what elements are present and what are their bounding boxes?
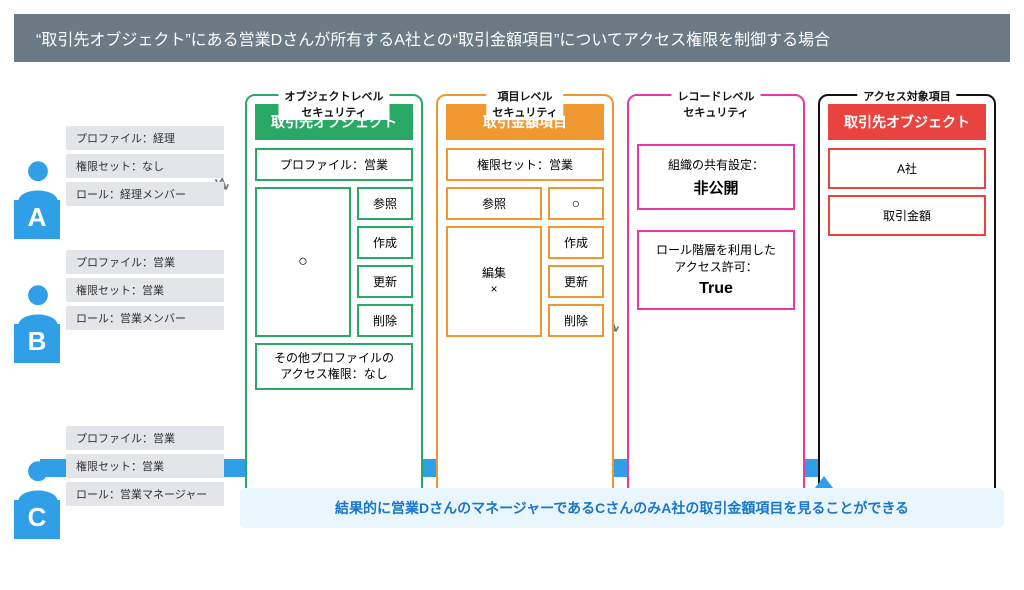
person-icon (14, 426, 62, 502)
col-record-level: レコードレベルセキュリティ 組織の共有設定： 非公開 ロール階層を利用した アク… (627, 94, 805, 510)
box-permset-sales: 権限セット：営業 (446, 148, 604, 181)
org-sharing-label: 組織の共有設定： (645, 156, 787, 173)
box-role-hierarchy: ロール階層を利用した アクセス許可： True (637, 230, 795, 310)
user-attr-row: ロール：営業マネージャー (66, 482, 224, 506)
page-header: “取引先オブジェクト”にある営業Dさんが所有するA社との“取引金額項目”について… (14, 14, 1010, 62)
person-icon (14, 250, 62, 326)
pill-target: 取引先オブジェクト (828, 104, 986, 140)
footer-conclusion: 結果的に営業DさんのマネージャーであるCさんのみA社の取引金額項目を見ることがで… (240, 488, 1004, 528)
org-sharing-value: 非公開 (645, 177, 787, 198)
user-letter: A (14, 200, 60, 239)
role-hier-label: ロール階層を利用した アクセス許可： (645, 242, 787, 276)
user-block-c: C プロファイル：営業権限セット：営業ロール：営業マネージャー (14, 426, 224, 539)
perm-circle: ○ (255, 187, 351, 337)
col-title-field: 項目レベルセキュリティ (486, 88, 563, 120)
col-target: アクセス対象項目 取引先オブジェクト A社 取引金額 (818, 94, 996, 510)
perm-view: 参照 (357, 187, 413, 220)
box-profile-sales: プロファイル：営業 (255, 148, 413, 181)
user-block-b: B プロファイル：営業権限セット：営業ロール：営業メンバー (14, 250, 224, 363)
perm-create: 作成 (357, 226, 413, 259)
user-block-a: A プロファイル：経理権限セット：なしロール：経理メンバー (14, 126, 224, 239)
fperm-ok: ○ (548, 187, 604, 220)
role-hier-value: True (645, 280, 787, 298)
user-attr-row: 権限セット：営業 (66, 278, 224, 302)
box-other-profiles: その他プロファイルの アクセス権限：なし (255, 343, 413, 390)
col-title-target: アクセス対象項目 (857, 88, 956, 104)
user-attr-row: プロファイル：営業 (66, 250, 224, 274)
col-field-level: 項目レベルセキュリティ 取引金額項目 権限セット：営業 参照 ○ 作成 編集 ×… (436, 94, 614, 510)
box-org-sharing: 組織の共有設定： 非公開 (637, 144, 795, 210)
col-title-record: レコードレベルセキュリティ (672, 88, 761, 120)
user-letter: B (14, 324, 60, 363)
col-object-level: オブジェクトレベルセキュリティ 取引先オブジェクト プロファイル：営業 参照 ○… (245, 94, 423, 510)
user-attr-row: ロール：経理メンバー (66, 182, 224, 206)
target-row-2: 取引金額 (828, 195, 986, 236)
fperm-create: 作成 (548, 226, 604, 259)
fperm-edit-no: 編集 × (446, 226, 542, 337)
target-row-1: A社 (828, 148, 986, 189)
user-letter: C (14, 500, 60, 539)
user-attr-row: 権限セット：営業 (66, 454, 224, 478)
col-title-object: オブジェクトレベルセキュリティ (279, 88, 390, 120)
fperm-update: 更新 (548, 265, 604, 298)
perm-delete: 削除 (357, 304, 413, 337)
user-attr-row: 権限セット：なし (66, 154, 224, 178)
perm-update: 更新 (357, 265, 413, 298)
footer-pointer (815, 476, 833, 488)
diagram-content: ↯ ↯ Aプロファイル：経理権限セット：なしロール：経理メンバーBプロファイル：… (0, 72, 1024, 532)
user-attr-row: プロファイル：営業 (66, 426, 224, 450)
user-attr-row: ロール：営業メンバー (66, 306, 224, 330)
person-icon (14, 126, 62, 202)
user-attr-row: プロファイル：経理 (66, 126, 224, 150)
fperm-view: 参照 (446, 187, 542, 220)
fperm-delete: 削除 (548, 304, 604, 337)
